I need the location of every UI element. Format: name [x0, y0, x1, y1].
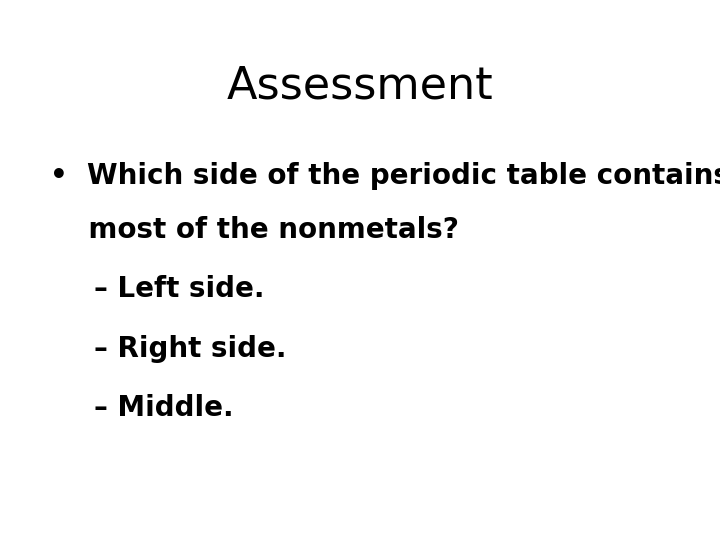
Text: most of the nonmetals?: most of the nonmetals?: [50, 216, 459, 244]
Text: Assessment: Assessment: [227, 65, 493, 108]
Text: •  Which side of the periodic table contains: • Which side of the periodic table conta…: [50, 162, 720, 190]
Text: – Right side.: – Right side.: [94, 335, 286, 363]
Text: – Middle.: – Middle.: [94, 394, 233, 422]
Text: – Left side.: – Left side.: [94, 275, 264, 303]
